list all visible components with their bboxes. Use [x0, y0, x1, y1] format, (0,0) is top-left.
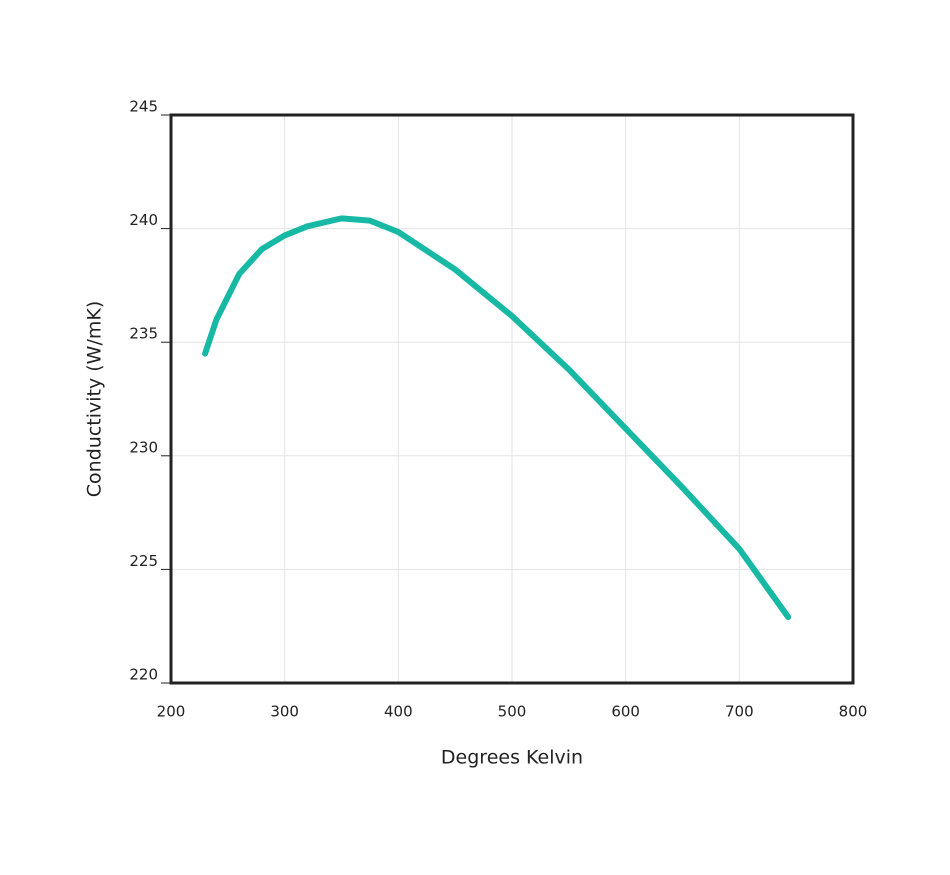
- y-tick-label: 230: [129, 438, 158, 456]
- y-tick-label: 220: [129, 666, 158, 684]
- y-tick-label: 225: [129, 552, 158, 570]
- x-tick-label: 800: [839, 703, 868, 721]
- x-tick-label: 400: [384, 703, 413, 721]
- x-tick-label: 200: [157, 703, 186, 721]
- y-tick-label: 240: [129, 211, 158, 229]
- x-tick-label: 500: [498, 703, 527, 721]
- x-tick-label: 300: [270, 703, 299, 721]
- plot-frame: [169, 113, 855, 685]
- y-tick-label: 245: [129, 98, 158, 116]
- y-axis-title: Conductivity (W/mK): [84, 301, 106, 497]
- x-axis-title: Degrees Kelvin: [441, 747, 583, 769]
- y-tick-label: 235: [129, 325, 158, 343]
- x-tick-label: 600: [611, 703, 640, 721]
- data-line: [202, 215, 792, 621]
- x-tick-label: 700: [725, 703, 754, 721]
